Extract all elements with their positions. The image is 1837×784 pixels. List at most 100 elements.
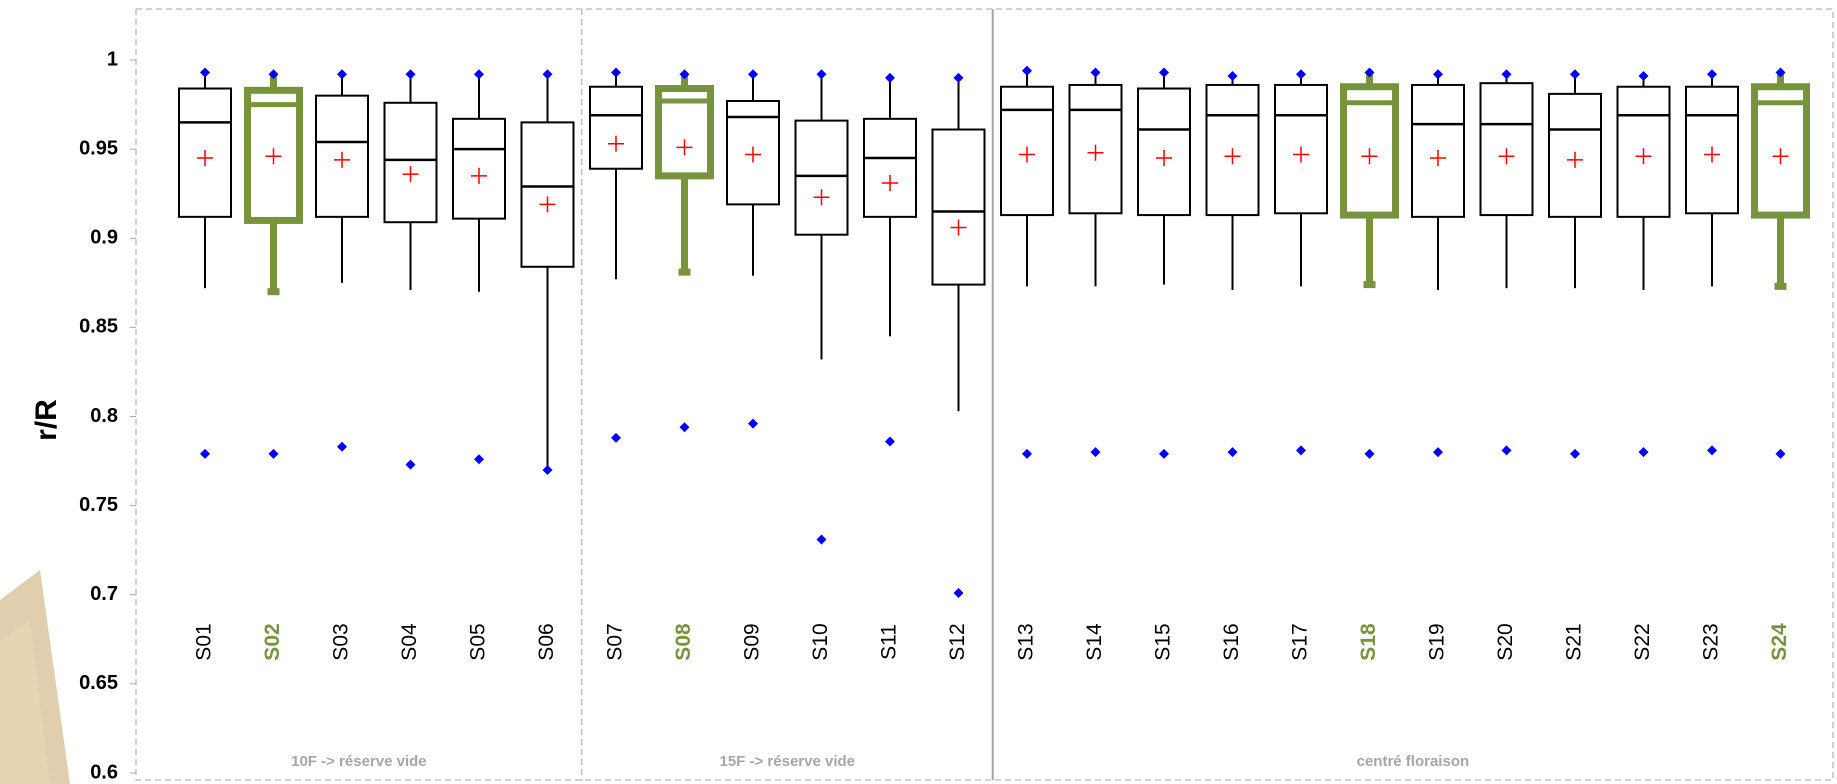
box xyxy=(1751,83,1810,219)
mean-marker xyxy=(1704,146,1720,163)
x-tick-label: S22 xyxy=(1631,623,1654,660)
box xyxy=(315,94,369,218)
y-tick-label: 0.8 xyxy=(90,405,118,427)
outlier xyxy=(268,448,279,459)
outlier xyxy=(337,69,347,80)
outlier xyxy=(200,448,210,459)
mean-marker xyxy=(1361,148,1378,165)
outlier xyxy=(1022,65,1032,76)
box xyxy=(1137,87,1191,217)
x-tick-label: S10 xyxy=(809,623,832,660)
outlier xyxy=(816,534,827,545)
x-tick-label: S19 xyxy=(1426,623,1449,660)
box xyxy=(244,86,303,224)
outlier xyxy=(1296,445,1306,456)
y-axis-label: r/R xyxy=(30,399,63,441)
outlier xyxy=(542,464,553,475)
x-tick-label: S07 xyxy=(604,623,627,660)
box xyxy=(1616,85,1671,218)
mean-marker xyxy=(1567,151,1583,168)
box xyxy=(452,117,506,220)
y-tick-label: 0.65 xyxy=(79,672,118,694)
outlier xyxy=(953,72,964,83)
mean-marker xyxy=(1635,148,1652,165)
outlier xyxy=(1090,447,1101,458)
mean-marker xyxy=(471,167,487,184)
outlier xyxy=(1638,447,1649,458)
outlier xyxy=(337,441,347,452)
box xyxy=(1068,83,1123,215)
x-tick-label: S11 xyxy=(878,624,901,660)
box xyxy=(1205,83,1260,217)
group-label: centré floraison xyxy=(1357,753,1470,770)
outlier xyxy=(679,422,690,433)
outlier xyxy=(1775,67,1786,78)
y-tick-label: 0.85 xyxy=(79,316,118,338)
x-tick-label: S12 xyxy=(946,623,969,660)
box xyxy=(1340,83,1399,219)
box xyxy=(1479,82,1534,217)
mean-marker xyxy=(197,150,213,167)
mean-marker xyxy=(1498,148,1515,165)
outlier xyxy=(542,69,553,80)
outlier xyxy=(1570,448,1580,459)
box xyxy=(1274,83,1328,215)
x-tick-label: S20 xyxy=(1494,623,1517,660)
y-tick-label: 0.9 xyxy=(90,227,118,249)
outlier xyxy=(1707,69,1717,80)
x-tick-label: S21 xyxy=(1563,623,1586,660)
outlier xyxy=(1364,448,1375,459)
outlier xyxy=(679,69,690,80)
outlier xyxy=(1638,71,1649,82)
mean-marker xyxy=(745,146,761,163)
outlier xyxy=(748,69,758,80)
outlier xyxy=(1159,448,1169,459)
outlier xyxy=(405,69,416,80)
group-label: 15F -> réserve vide xyxy=(719,753,855,770)
mean-marker xyxy=(676,139,693,156)
mean-marker xyxy=(882,174,898,191)
x-tick-label: S05 xyxy=(467,623,490,660)
outlier xyxy=(1227,71,1238,82)
outlier xyxy=(1022,448,1032,459)
outlier xyxy=(268,69,279,80)
box xyxy=(863,117,917,218)
x-tick-label: S17 xyxy=(1289,623,1312,660)
outlier xyxy=(611,67,621,78)
outlier xyxy=(1501,69,1512,80)
box xyxy=(931,128,986,286)
x-tick-label: S18 xyxy=(1357,623,1380,661)
outlier xyxy=(1775,448,1786,459)
x-tick-label: S14 xyxy=(1083,623,1106,661)
outlier xyxy=(885,72,895,83)
outlier xyxy=(1227,447,1238,458)
x-tick-label: S16 xyxy=(1220,623,1243,660)
decoration xyxy=(0,620,50,784)
mean-marker xyxy=(1293,146,1309,163)
mean-marker xyxy=(1019,146,1035,163)
y-tick-label: 0.6 xyxy=(90,761,118,783)
x-tick-label: S15 xyxy=(1152,623,1175,660)
x-tick-label: S06 xyxy=(535,623,558,660)
box xyxy=(383,101,438,224)
y-tick-label: 0.95 xyxy=(79,137,118,159)
box xyxy=(1685,85,1739,215)
outlier xyxy=(1433,69,1443,80)
outlier xyxy=(1159,67,1169,78)
x-tick-label: S23 xyxy=(1700,623,1723,660)
outlier xyxy=(1296,69,1306,80)
outlier xyxy=(1364,67,1375,78)
x-tick-label: S04 xyxy=(398,623,421,661)
box xyxy=(1000,85,1054,217)
outlier xyxy=(885,436,895,447)
mean-marker xyxy=(1224,148,1241,165)
outlier xyxy=(748,418,758,429)
outlier xyxy=(474,454,484,465)
box xyxy=(794,119,849,236)
x-tick-label: S03 xyxy=(330,623,353,660)
mean-marker xyxy=(608,135,624,152)
mean-marker xyxy=(950,219,967,236)
mean-marker xyxy=(402,166,419,183)
